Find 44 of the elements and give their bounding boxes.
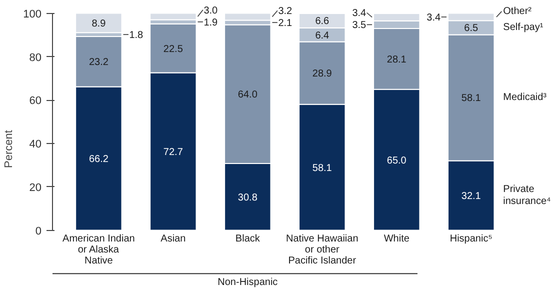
x-tick-label: Asian xyxy=(160,234,186,245)
y-axis-title: Percent xyxy=(3,130,16,168)
data-label: 6.5 xyxy=(464,23,479,34)
y-tick-label: 60 xyxy=(29,95,42,108)
data-label: 3.5 xyxy=(352,20,367,32)
data-label: 58.1 xyxy=(461,93,482,104)
data-label: 3.4 xyxy=(426,12,442,24)
x-tick-label: Native Hawaiian or other Pacific Islander xyxy=(286,234,358,267)
y-tick-label: 40 xyxy=(29,138,42,151)
data-label: 58.1 xyxy=(312,162,332,174)
bar xyxy=(75,12,122,34)
series-label: Private insurance⁴ xyxy=(503,184,551,208)
data-label: 3.2 xyxy=(278,6,293,18)
data-label: 64.0 xyxy=(238,90,258,101)
data-label: 32.1 xyxy=(461,191,482,202)
data-label: 72.7 xyxy=(163,146,184,158)
text: Non-Hispanic xyxy=(218,276,278,288)
data-label: 3.4 xyxy=(352,8,367,20)
data-label: 1.9 xyxy=(204,17,218,28)
x-tick-label: American Indian or Alaska Native xyxy=(62,234,135,267)
series-label: Other² xyxy=(503,6,532,17)
x-tick-label: Black xyxy=(235,234,261,245)
data-label: 1.8 xyxy=(129,30,144,42)
data-label: 2.1 xyxy=(278,18,293,30)
data-label: 65.0 xyxy=(386,155,407,166)
data-label: 3.0 xyxy=(204,5,218,16)
y-tick-label: 0 xyxy=(35,225,42,238)
x-tick-label: Hispanic⁵ xyxy=(450,234,492,245)
y-tick-label: 20 xyxy=(29,182,42,194)
series-label: Medicaid³ xyxy=(503,92,548,104)
data-label: 23.2 xyxy=(88,57,109,68)
series-label: Self-pay¹ xyxy=(503,22,544,34)
bar xyxy=(150,12,197,20)
data-label: 22.5 xyxy=(163,44,184,55)
data-label: 30.8 xyxy=(238,192,258,204)
y-tick-label: 80 xyxy=(29,52,42,64)
data-label: 66.2 xyxy=(88,154,109,166)
data-label: 6.4 xyxy=(315,30,330,42)
x-tick-label: White xyxy=(384,234,410,245)
data-label: 28.1 xyxy=(386,54,407,66)
data-label: 8.9 xyxy=(92,18,106,30)
y-tick-label: 100 xyxy=(23,8,42,21)
data-label: 6.6 xyxy=(315,16,330,28)
data-label: 28.9 xyxy=(312,68,332,80)
